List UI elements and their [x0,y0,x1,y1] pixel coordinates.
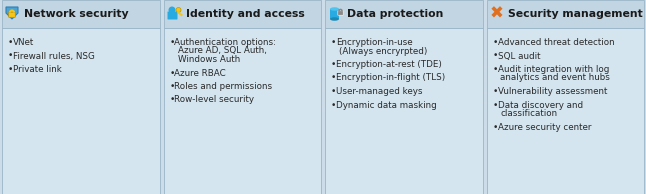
Text: •: • [169,68,175,77]
Text: analytics and event hubs: analytics and event hubs [501,74,610,82]
Text: •: • [169,95,175,105]
Text: Private link: Private link [13,65,62,74]
Text: •: • [331,60,337,69]
FancyBboxPatch shape [486,28,644,194]
Text: •: • [8,38,14,47]
FancyBboxPatch shape [8,12,16,17]
Text: SQL audit: SQL audit [497,51,540,61]
Text: Advanced threat detection: Advanced threat detection [497,38,614,47]
Text: •: • [492,38,498,47]
Polygon shape [6,7,18,19]
Text: •: • [492,122,498,132]
Text: •: • [492,100,498,109]
FancyBboxPatch shape [325,0,483,28]
Text: Azure RBAC: Azure RBAC [174,68,226,77]
Circle shape [176,8,181,12]
Text: User-managed keys: User-managed keys [336,87,422,96]
Text: ✖: ✖ [490,5,503,23]
Text: •: • [169,38,175,47]
Text: VNet: VNet [13,38,34,47]
Text: •: • [8,51,14,61]
Text: Vulnerability assessment: Vulnerability assessment [497,87,607,96]
FancyBboxPatch shape [163,28,321,194]
Text: •: • [331,100,337,109]
FancyBboxPatch shape [167,11,178,20]
Text: •: • [169,82,175,91]
FancyBboxPatch shape [486,0,644,28]
Text: Firewall rules, NSG: Firewall rules, NSG [13,51,95,61]
Text: Audit integration with log: Audit integration with log [497,65,609,74]
Text: Data protection: Data protection [347,9,443,19]
Text: •: • [331,38,337,47]
FancyBboxPatch shape [2,28,160,194]
Text: (Always encryrpted): (Always encryrpted) [339,47,428,55]
Text: Security management: Security management [508,9,643,19]
Text: •: • [8,65,14,74]
Text: classification: classification [501,109,557,118]
Text: Azure AD, SQL Auth,: Azure AD, SQL Auth, [178,47,266,55]
Text: Row-level security: Row-level security [174,95,255,105]
Text: Authentication options:: Authentication options: [174,38,276,47]
FancyBboxPatch shape [163,0,321,28]
FancyBboxPatch shape [2,0,160,28]
FancyBboxPatch shape [330,9,339,19]
Text: Encryption-in-use: Encryption-in-use [336,38,413,47]
Text: Network security: Network security [24,9,129,19]
Text: Encryption-at-rest (TDE): Encryption-at-rest (TDE) [336,60,442,69]
Text: •: • [331,74,337,82]
Text: Data discovery and: Data discovery and [497,100,583,109]
Text: Identity and access: Identity and access [185,9,304,19]
Text: Azure security center: Azure security center [497,122,591,132]
Ellipse shape [330,17,339,21]
Circle shape [169,7,176,14]
Text: Dynamic data masking: Dynamic data masking [336,100,437,109]
Text: •: • [492,87,498,96]
FancyBboxPatch shape [338,11,343,15]
Text: Roles and permissions: Roles and permissions [174,82,273,91]
Text: Windows Auth: Windows Auth [178,55,240,64]
Text: Encryption-in-flight (TLS): Encryption-in-flight (TLS) [336,74,445,82]
Text: •: • [492,51,498,61]
FancyBboxPatch shape [325,28,483,194]
Text: •: • [492,65,498,74]
Text: •: • [331,87,337,96]
Ellipse shape [330,7,339,11]
